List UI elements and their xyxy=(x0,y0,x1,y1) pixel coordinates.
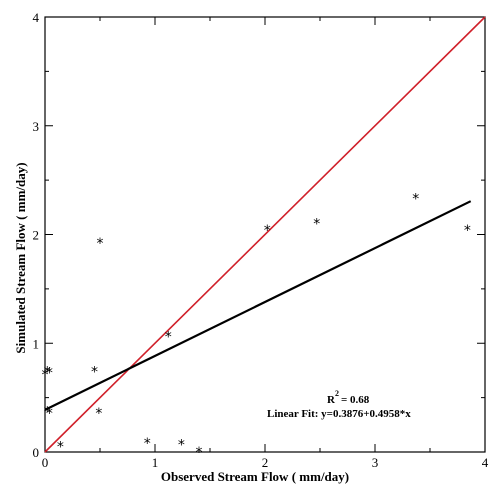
tick-labels: 0 1 2 3 4 0 1 2 3 4 xyxy=(33,10,489,470)
data-point: * xyxy=(91,364,98,380)
y-axis-title: Simulated Stream Flow ( mm/day) xyxy=(13,162,28,353)
data-point: * xyxy=(196,445,203,461)
axis-ticks xyxy=(44,16,486,453)
y-tick-label: 0 xyxy=(33,445,40,460)
r2-label: R xyxy=(327,394,336,406)
data-point: * xyxy=(97,236,104,252)
x-tick-label: 2 xyxy=(262,455,269,470)
y-tick-label: 2 xyxy=(33,228,40,243)
r2-superscript: 2 xyxy=(335,389,339,398)
data-point: * xyxy=(44,364,51,380)
data-point: * xyxy=(57,439,64,455)
x-axis-title: Observed Stream Flow ( mm/day) xyxy=(161,469,349,484)
y-tick-label: 3 xyxy=(33,119,40,134)
identity-line xyxy=(44,16,486,453)
data-point: * xyxy=(144,436,151,452)
linear-fit-line xyxy=(44,200,472,411)
data-point: * xyxy=(313,217,320,233)
data-point: * xyxy=(46,366,53,382)
data-point: * xyxy=(95,406,102,422)
r2-value: = 0.68 xyxy=(341,394,370,406)
data-point: * xyxy=(42,368,49,384)
data-point: * xyxy=(412,192,419,208)
r2-annotation: R 2 = 0.68 xyxy=(327,389,370,406)
x-tick-label: 1 xyxy=(152,455,159,470)
y-tick-label: 4 xyxy=(33,10,40,25)
fit-equation: Linear Fit: y=0.3876+0.4958*x xyxy=(267,408,411,420)
y-tick-label: 1 xyxy=(33,336,40,351)
data-point: * xyxy=(44,405,51,421)
data-point: * xyxy=(264,223,271,239)
data-point: * xyxy=(46,406,53,422)
data-points: ************ ** *** xyxy=(42,192,471,461)
x-tick-label: 3 xyxy=(372,455,379,470)
data-point: * xyxy=(464,223,471,239)
chart-lines xyxy=(44,16,486,453)
x-tick-label: 0 xyxy=(42,455,49,470)
data-point: * xyxy=(178,437,185,453)
data-point: * xyxy=(165,330,172,346)
x-tick-label: 4 xyxy=(482,455,489,470)
